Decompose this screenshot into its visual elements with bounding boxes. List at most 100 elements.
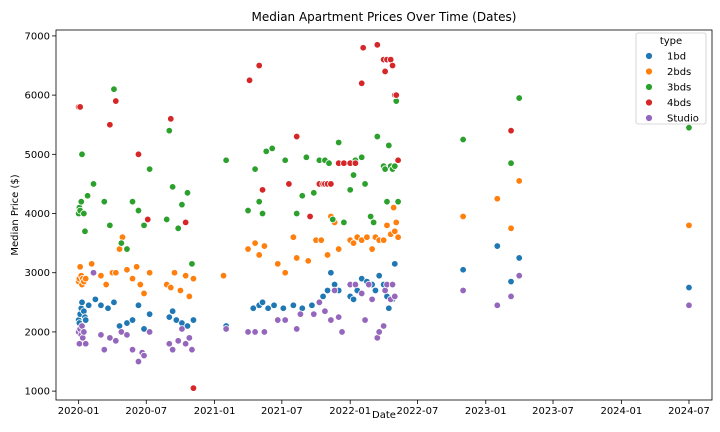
data-point	[306, 212, 314, 221]
data-point	[298, 192, 306, 200]
data-point	[80, 307, 88, 315]
data-point	[281, 316, 289, 324]
data-point	[167, 283, 175, 292]
points-layer	[74, 41, 693, 392]
data-point	[134, 150, 143, 159]
data-point	[327, 269, 335, 277]
data-point	[165, 340, 173, 348]
series-studio	[74, 269, 693, 366]
data-point	[110, 298, 118, 307]
data-point	[97, 331, 105, 339]
data-point	[459, 266, 467, 274]
legend-label: 4bds	[667, 98, 691, 109]
data-point	[75, 340, 84, 348]
data-point	[244, 245, 252, 253]
data-point	[304, 257, 312, 265]
data-point	[89, 180, 98, 188]
data-point	[97, 301, 105, 309]
data-point	[369, 218, 378, 227]
data-point	[145, 310, 154, 318]
data-point	[112, 337, 120, 345]
legend-label: 3bds	[667, 83, 691, 94]
data-point	[87, 260, 96, 268]
data-point	[349, 171, 358, 179]
data-point	[110, 85, 118, 93]
data-point	[178, 200, 186, 209]
y-tick-label: 4000	[25, 209, 50, 220]
data-point	[334, 313, 343, 321]
data-point	[89, 269, 98, 277]
data-point	[76, 263, 84, 271]
data-point	[140, 289, 148, 298]
data-point	[189, 384, 198, 392]
data-point	[391, 227, 399, 235]
data-point	[392, 91, 400, 99]
data-point	[274, 316, 282, 324]
data-point	[317, 236, 325, 244]
data-point	[140, 351, 148, 360]
x-tick-label: 2024-07	[668, 406, 710, 417]
data-point	[388, 280, 397, 289]
data-point	[258, 186, 267, 194]
data-point	[140, 221, 148, 230]
plot-frame	[55, 29, 713, 401]
data-point	[330, 286, 339, 295]
data-point	[249, 304, 257, 312]
data-point	[251, 239, 259, 247]
data-point	[351, 280, 360, 289]
data-point	[394, 156, 402, 164]
data-point	[334, 245, 343, 253]
data-point	[329, 215, 337, 224]
data-point	[368, 295, 376, 304]
data-point	[289, 233, 298, 241]
data-point	[507, 159, 515, 167]
data-point	[319, 292, 327, 301]
data-point	[165, 313, 173, 321]
x-tick-label: 2024-01	[600, 406, 642, 417]
data-point	[106, 121, 114, 129]
data-point	[379, 236, 388, 244]
data-point	[78, 150, 86, 159]
data-point	[515, 94, 523, 102]
data-point	[379, 322, 388, 330]
data-point	[685, 283, 693, 292]
data-point	[255, 197, 263, 206]
data-point	[168, 183, 177, 191]
legend-marker	[645, 52, 653, 60]
data-point	[383, 197, 391, 206]
x-tick-label: 2023-01	[465, 406, 507, 417]
data-point	[144, 215, 152, 224]
data-point	[189, 274, 198, 283]
data-point	[281, 156, 289, 164]
data-point	[459, 135, 467, 144]
data-point	[112, 269, 120, 277]
data-point	[183, 189, 192, 197]
data-point	[394, 233, 402, 241]
data-point	[507, 224, 515, 233]
data-point	[255, 61, 263, 70]
data-point	[80, 209, 88, 218]
data-point	[507, 126, 515, 135]
y-tick-label: 7000	[25, 31, 50, 42]
legend-marker	[645, 67, 653, 76]
data-point	[219, 271, 228, 280]
data-point	[140, 325, 148, 333]
data-point	[321, 307, 329, 315]
legend-marker	[645, 83, 653, 91]
data-point	[515, 271, 523, 280]
data-point	[685, 301, 693, 309]
data-point	[327, 180, 335, 188]
data-point	[349, 295, 358, 304]
data-point	[134, 206, 143, 215]
data-point	[325, 159, 333, 167]
data-point	[78, 298, 86, 307]
data-point	[188, 345, 196, 354]
data-point	[104, 304, 112, 312]
data-point	[178, 325, 186, 333]
data-point	[100, 197, 108, 206]
data-point	[251, 165, 259, 173]
legend-items: 1bd 2bds 3bds 4bds Studio	[645, 52, 699, 125]
data-point	[83, 192, 92, 200]
data-point	[80, 328, 88, 336]
